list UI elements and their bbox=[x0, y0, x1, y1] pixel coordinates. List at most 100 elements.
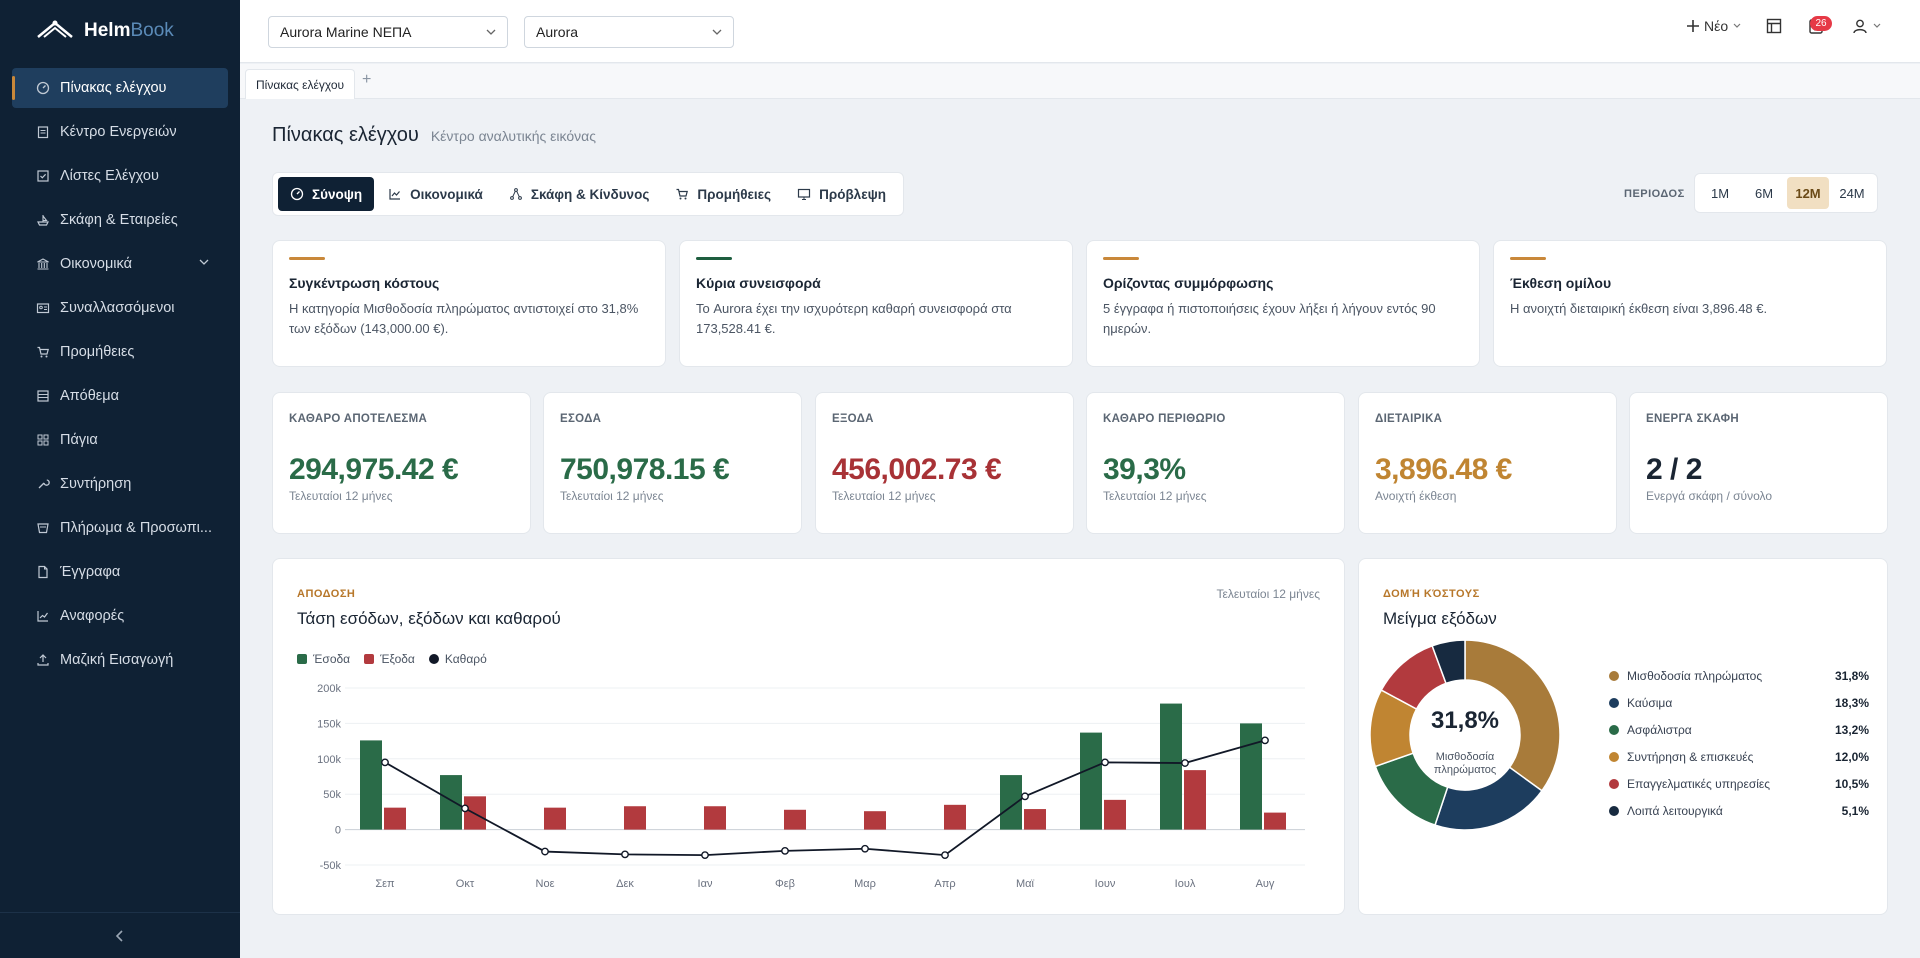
sidebar-item-10[interactable]: Πλήρωμα & Προσωπι... bbox=[12, 508, 228, 548]
brand-logo[interactable]: Helm Book bbox=[34, 14, 174, 48]
legend-item[interactable]: Έξοδα bbox=[364, 652, 415, 666]
view-tab-label: Σκάφη & Κίνδυνος bbox=[530, 186, 650, 202]
sidebar-item-11[interactable]: Έγγραφα bbox=[12, 552, 228, 592]
kpi-subtitle: Τελευταίοι 12 μήνες bbox=[289, 489, 393, 503]
period-selector: 1M 6M 12M 24M bbox=[1694, 173, 1878, 213]
sidebar-item-label: Οικονομικά bbox=[60, 256, 132, 272]
chevron-down-icon bbox=[1733, 23, 1741, 28]
legend-item[interactable]: Καθαρό bbox=[428, 652, 487, 666]
x-tick-label: Ιαν bbox=[698, 878, 713, 890]
x-tick-label: Μαρ bbox=[854, 878, 876, 890]
legend-dot bbox=[1609, 671, 1619, 681]
expense-bar bbox=[944, 804, 966, 830]
legend-dot bbox=[1609, 752, 1619, 762]
sidebar-item-8[interactable]: Πάγια bbox=[12, 420, 228, 460]
trend-legend: Έσοδα Έξοδα Καθαρό bbox=[297, 652, 487, 666]
view-tab-2[interactable]: Σκάφη & Κίνδυνος bbox=[497, 177, 661, 211]
net-point bbox=[621, 850, 629, 859]
legend-item[interactable]: Έσοδα bbox=[297, 652, 350, 666]
sidebar-item-1[interactable]: Κέντρο Ενεργειών bbox=[12, 112, 228, 152]
x-tick-label: Οκτ bbox=[456, 878, 475, 890]
view-tab-0[interactable]: Σύνοψη bbox=[278, 177, 375, 211]
net-point bbox=[1021, 792, 1029, 801]
ship-wheel-icon bbox=[37, 20, 73, 38]
expense-bar bbox=[624, 806, 646, 830]
donut-slice[interactable] bbox=[1431, 639, 1466, 685]
layout-button[interactable] bbox=[1766, 18, 1782, 34]
ship-icon bbox=[36, 213, 50, 227]
sidebar-item-2[interactable]: Λίστες Ελέγχου bbox=[12, 156, 228, 196]
gauge-icon bbox=[290, 187, 304, 201]
sidebar-item-6[interactable]: Προμήθειες bbox=[12, 332, 228, 372]
legend-swatch bbox=[297, 654, 307, 664]
legend-percent: 13,2% bbox=[1834, 723, 1869, 737]
tab-dashboard[interactable]: Πίνακας ελέγχου bbox=[245, 69, 356, 99]
period-option-24M[interactable]: 24M bbox=[1839, 185, 1865, 201]
cost-mix-legend-item: Καύσιμα 18,3% bbox=[1609, 694, 1869, 712]
topbar: Aurora Marine ΝΕΠΑ Aurora Νέο bbox=[240, 0, 1920, 63]
x-tick-label: Μαϊ bbox=[1016, 878, 1035, 890]
view-switcher: Σύνοψη Οικονομικά Σκάφη & Κίνδυνος Προμήθει… bbox=[272, 172, 905, 216]
sidebar-item-label: Πίνακας ελέγχου bbox=[60, 80, 167, 96]
period-option-12M[interactable]: 12M bbox=[1787, 177, 1829, 209]
sidebar-item-label: Λίστες Ελέγχου bbox=[60, 168, 159, 184]
sidebar-item-label: Μαζική Εισαγωγή bbox=[60, 652, 174, 668]
x-tick-label: Ιουλ bbox=[1175, 878, 1196, 890]
net-point bbox=[1261, 736, 1269, 745]
new-button-label: Νέο bbox=[1704, 18, 1729, 34]
net-point bbox=[781, 846, 789, 855]
sidebar-item-4[interactable]: Οικονομικά bbox=[12, 244, 228, 284]
sidebar-item-7[interactable]: Απόθεμα bbox=[12, 376, 228, 416]
income-bar bbox=[440, 775, 462, 830]
collapse-sidebar-button[interactable] bbox=[0, 912, 240, 958]
add-tab-button[interactable]: + bbox=[362, 71, 372, 88]
x-tick-label: Νοε bbox=[536, 878, 555, 890]
period-option-6M[interactable]: 6M bbox=[1754, 185, 1774, 201]
company-select[interactable]: Aurora Marine ΝΕΠΑ bbox=[268, 16, 508, 48]
insight-card: Ορίζοντας συμμόρφωσης 5 έγγραφα ή πιστοπο… bbox=[1086, 240, 1480, 367]
x-tick-label: Αυγ bbox=[1256, 878, 1275, 890]
trend-range: Τελευταίοι 12 μήνες bbox=[1216, 587, 1320, 601]
sidebar-item-13[interactable]: Μαζική Εισαγωγή bbox=[12, 640, 228, 680]
mix-eyebrow: ΔΟΜΉ ΚΌΣΤΟΥΣ bbox=[1383, 588, 1480, 600]
view-tab-3[interactable]: Προμήθειες bbox=[663, 177, 783, 211]
clipboard-icon bbox=[36, 125, 50, 139]
insight-card: Συγκέντρωση κόστους Η κατηγορία Μισθοδοσί… bbox=[272, 240, 666, 367]
y-tick-label: 200k bbox=[317, 683, 341, 695]
sidebar-item-5[interactable]: Συναλλασσόμενοι bbox=[12, 288, 228, 328]
sidebar-item-12[interactable]: Αναφορές bbox=[12, 596, 228, 636]
kpi-label: ΔΙΕΤΑΙΡΙΚΑ bbox=[1375, 413, 1443, 425]
view-tab-4[interactable]: Πρόβλεψη bbox=[785, 177, 898, 211]
legend-dot bbox=[1609, 779, 1619, 789]
new-button[interactable]: Νέο bbox=[1686, 18, 1742, 34]
kpi-value: 39,3% bbox=[1103, 453, 1186, 486]
view-tab-label: Οικονομικά bbox=[410, 186, 483, 202]
chevron-left-icon bbox=[115, 929, 123, 942]
sidebar-item-9[interactable]: Συντήρηση bbox=[12, 464, 228, 504]
kpi-card: ΕΝΕΡΓΑ ΣΚΑΦΗ 2 / 2 Ενεργά σκάφη / σύνολο bbox=[1629, 392, 1888, 534]
sidebar-item-label: Αναφορές bbox=[60, 608, 125, 624]
net-line bbox=[384, 739, 1266, 857]
y-tick-label: 50k bbox=[323, 789, 341, 801]
chevron-down-icon bbox=[1873, 23, 1881, 28]
insight-accent bbox=[1510, 257, 1546, 260]
sidebar-item-label: Συντήρηση bbox=[60, 476, 132, 492]
period-option-1M[interactable]: 1M bbox=[1710, 185, 1730, 201]
x-tick-label: Δεκ bbox=[616, 878, 634, 890]
sidebar-item-3[interactable]: Σκάφη & Εταιρείες bbox=[12, 200, 228, 240]
legend-label: Ασφάλιστρα bbox=[1627, 723, 1692, 737]
insight-accent bbox=[289, 257, 325, 260]
net-point bbox=[941, 851, 949, 859]
view-tab-label: Πρόβλεψη bbox=[819, 186, 887, 202]
kpi-label: ΕΞΟΔΑ bbox=[832, 413, 874, 425]
vessel-select[interactable]: Aurora bbox=[524, 16, 734, 48]
sidebar-item-0[interactable]: Πίνακας ελέγχου bbox=[12, 68, 228, 108]
kpi-subtitle: Τελευταίοι 12 μήνες bbox=[560, 489, 664, 503]
kpi-card: ΚΑΘΑΡΟ ΑΠΟΤΕΛΕΣΜΑ 294,975.42 € Τελευταίοι … bbox=[272, 392, 531, 534]
cost-mix-donut bbox=[1369, 639, 1561, 831]
company-select-value: Aurora Marine ΝΕΠΑ bbox=[280, 24, 412, 40]
user-menu-button[interactable] bbox=[1852, 18, 1882, 34]
view-tab-1[interactable]: Οικονομικά bbox=[376, 177, 495, 211]
donut-slice[interactable] bbox=[1464, 639, 1561, 792]
insight-text: Η ανοιχτή διεταιρική έκθεση είναι 3,896.… bbox=[1510, 301, 1768, 316]
